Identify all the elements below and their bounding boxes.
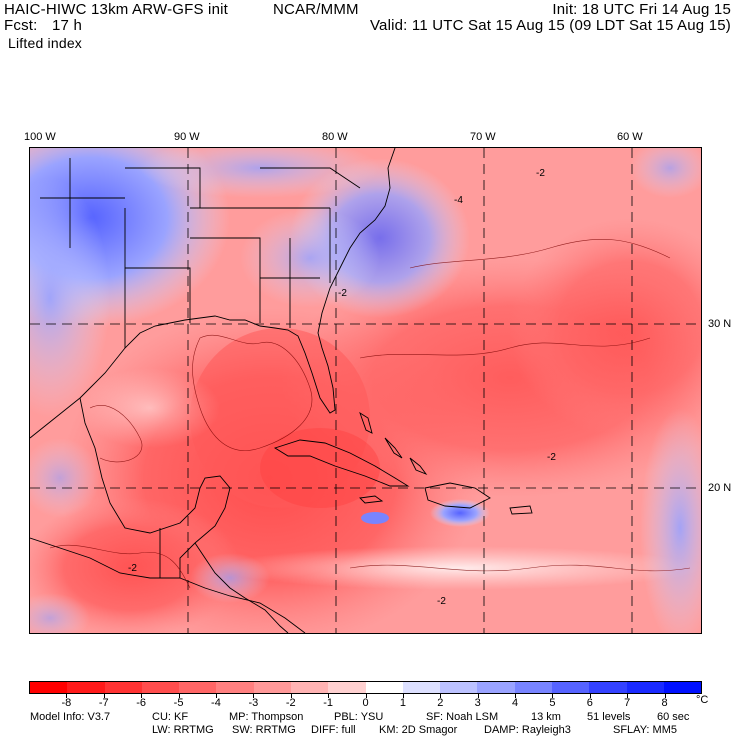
contour-label: -2 xyxy=(536,168,545,179)
colorbar-tick xyxy=(402,694,404,698)
colorbar-tick xyxy=(589,694,591,698)
colorbar-tick-label: 5 xyxy=(549,697,556,709)
colorbar-tick xyxy=(328,694,330,698)
colorbar-tick xyxy=(141,694,143,698)
colorbar-swatch xyxy=(663,682,702,693)
colorbar-swatch xyxy=(365,682,403,693)
colorbar-tick xyxy=(477,694,479,698)
colorbar-tick xyxy=(365,694,367,698)
footer-timestep: 60 sec xyxy=(657,711,690,723)
lat-lon-grid xyxy=(30,148,701,633)
colorbar-tick xyxy=(627,694,629,698)
colorbar-tick xyxy=(253,694,255,698)
colorbar-tick-label: -5 xyxy=(173,697,184,709)
colorbar-tick-label: 3 xyxy=(474,697,481,709)
colorbar-tick-label: -7 xyxy=(98,697,109,709)
org-label: NCAR/MMM xyxy=(273,1,359,18)
lon-label: 80 W xyxy=(322,131,348,143)
contour-label: -2 xyxy=(437,596,446,607)
footer-lw: LW: RRTMG xyxy=(152,724,214,736)
colorbar-tick xyxy=(515,694,517,698)
footer-resolution: 13 km xyxy=(531,711,561,723)
colorbar-tick-label: 7 xyxy=(624,697,631,709)
footer-cu: CU: KF xyxy=(152,711,189,723)
colorbar-swatch xyxy=(104,682,142,693)
colorbar-swatch xyxy=(402,682,441,693)
colorbar-swatch xyxy=(626,682,664,693)
colorbar-tick-label: 2 xyxy=(437,697,444,709)
footer-km: KM: 2D Smagor xyxy=(379,724,458,736)
forecast-hour: 17 h xyxy=(52,17,82,34)
field-name: Lifted index xyxy=(8,35,83,51)
contour-lines xyxy=(49,239,691,589)
colorbar-unit: °C xyxy=(696,694,709,706)
footer-damp: DAMP: Rayleigh3 xyxy=(484,724,571,736)
colorbar-tick xyxy=(664,694,666,698)
colorbar-swatch xyxy=(551,682,590,693)
colorbar-swatch xyxy=(290,682,329,693)
colorbar-swatch xyxy=(141,682,180,693)
lat-label: 30 N xyxy=(708,318,732,330)
colorbar-tick-label: -4 xyxy=(211,697,221,709)
contour-label: -2 xyxy=(547,452,556,463)
lon-label: 100 W xyxy=(24,131,56,143)
footer-diff: DIFF: full xyxy=(311,724,356,736)
colorbar-swatch xyxy=(514,682,552,693)
colorbar-tick-label: -1 xyxy=(323,697,333,709)
colorbar-tick-label: -8 xyxy=(61,697,72,709)
lon-label: 60 W xyxy=(617,131,643,143)
lon-label: 90 W xyxy=(174,131,200,143)
lat-label: 20 N xyxy=(708,482,732,494)
colorbar-tick xyxy=(178,694,180,698)
footer-mp: MP: Thompson xyxy=(229,711,304,723)
colorbar-tick-label: 6 xyxy=(586,697,593,709)
colorbar-swatch xyxy=(179,682,217,693)
colorbar-tick xyxy=(290,694,292,698)
colorbar-tick xyxy=(215,694,217,698)
colorbar-swatch xyxy=(440,682,478,693)
colorbar-swatch xyxy=(328,682,366,693)
footer-sw: SW: RRTMG xyxy=(232,724,296,736)
valid-time: Valid: 11 UTC Sat 15 Aug 15 (09 LDT Sat … xyxy=(369,17,731,34)
colorbar-tick-label: 4 xyxy=(511,697,519,709)
colorbar-tick xyxy=(66,694,68,698)
colorbar-swatch xyxy=(216,682,254,693)
contour-label: -2 xyxy=(128,563,137,574)
footer-sf: SF: Noah LSM xyxy=(426,711,499,723)
map-panel[interactable]: -2 -4 -2 -2 -2 -2 xyxy=(29,147,702,634)
colorbar-swatch xyxy=(67,682,105,693)
colorbar-swatch xyxy=(30,682,68,693)
lon-label: 70 W xyxy=(470,131,496,143)
colorbar-swatch xyxy=(253,682,291,693)
footer-sflay: SFLAY: MM5 xyxy=(613,724,677,736)
colorbar-swatch xyxy=(589,682,627,693)
colorbar xyxy=(29,681,702,694)
footer-levels: 51 levels xyxy=(587,711,631,723)
colorbar-swatch xyxy=(477,682,515,693)
colorbar-tick-label: 1 xyxy=(399,697,406,709)
colorbar-tick-label: -6 xyxy=(136,697,147,709)
colorbar-tick xyxy=(440,694,442,698)
footer-pbl: PBL: YSU xyxy=(334,711,384,723)
model-title: HAIC-HIWC 13km ARW-GFS init xyxy=(4,1,229,18)
contour-label: -4 xyxy=(454,195,463,206)
forecast-label: Fcst: xyxy=(4,17,38,34)
init-time: Init: 18 UTC Fri 14 Aug 15 xyxy=(552,1,731,18)
colorbar-tick-label: 8 xyxy=(661,697,668,709)
colorbar-tick-label: -3 xyxy=(248,697,259,709)
footer-model-info: Model Info: V3.7 xyxy=(30,711,111,723)
contour-label: -2 xyxy=(338,288,347,299)
colorbar-tick xyxy=(552,694,554,698)
colorbar-tick-label: -2 xyxy=(285,697,296,709)
lifted-index-map: -2 -4 -2 -2 -2 -2 xyxy=(30,148,701,633)
colorbar-tick xyxy=(103,694,105,698)
colorbar-tick-label: 0 xyxy=(362,697,369,709)
